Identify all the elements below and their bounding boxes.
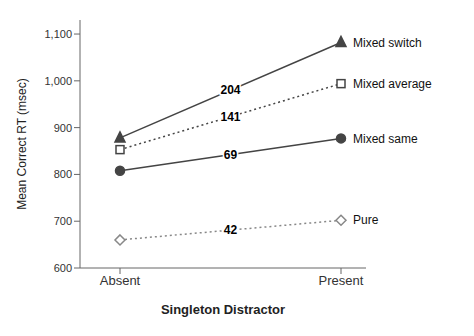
svg-text:Mixed average: Mixed average [353,77,432,91]
svg-text:Singleton Distractor: Singleton Distractor [161,302,285,317]
svg-text:Absent: Absent [100,273,141,288]
svg-text:900: 900 [54,122,72,134]
svg-text:1,000: 1,000 [44,75,72,87]
svg-text:600: 600 [54,262,72,274]
svg-text:42: 42 [224,223,238,237]
svg-text:69: 69 [224,148,238,162]
svg-text:Mixed same: Mixed same [353,132,418,146]
svg-text:700: 700 [54,215,72,227]
svg-text:1,100: 1,100 [44,28,72,40]
svg-text:141: 141 [220,110,240,124]
svg-text:204: 204 [220,83,240,97]
svg-text:Mean Correct RT (msec): Mean Correct RT (msec) [15,78,29,210]
svg-text:Mixed switch: Mixed switch [353,36,422,50]
svg-text:800: 800 [54,168,72,180]
svg-text:Present: Present [319,273,364,288]
svg-text:Pure: Pure [353,213,379,227]
